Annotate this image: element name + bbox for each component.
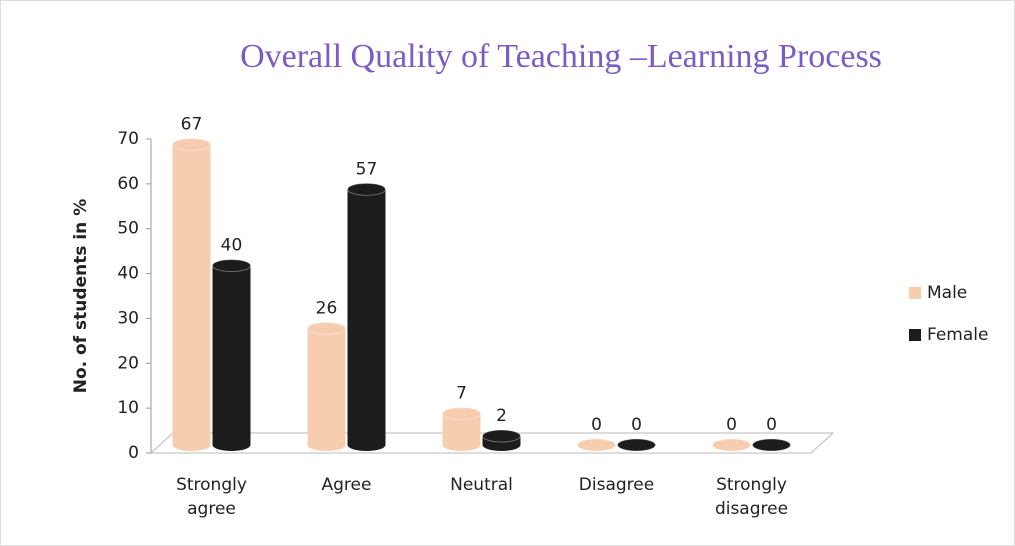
- x-tick-label: Neutral: [450, 475, 513, 495]
- bar: [307, 321, 346, 451]
- x-tick-label: Agree: [321, 475, 372, 495]
- data-label: 0: [631, 415, 642, 435]
- y-tick-label: 60: [117, 174, 139, 194]
- bar: [347, 182, 386, 451]
- y-tick-label: 30: [117, 308, 139, 328]
- y-axis-label: No. of students in %: [71, 199, 91, 393]
- bar: [577, 438, 616, 452]
- bar-top: [617, 438, 656, 452]
- bar: [442, 407, 481, 451]
- bar: [617, 438, 656, 452]
- bar-top: [712, 438, 751, 452]
- x-tick-label: Strongly disagree: [714, 475, 789, 519]
- bar-body: [172, 144, 211, 445]
- bar-top: [212, 259, 251, 273]
- bar: [172, 137, 211, 451]
- bar-top: [347, 182, 386, 196]
- bar-top: [442, 407, 481, 421]
- bar: [712, 438, 751, 452]
- legend-label: Male: [927, 283, 967, 303]
- legend-swatch: [909, 329, 921, 341]
- data-label: 2: [496, 406, 507, 426]
- y-tick-label: 10: [117, 398, 139, 418]
- data-label: 57: [356, 159, 378, 179]
- x-tick-label: Disagree: [578, 475, 655, 495]
- data-label: 0: [726, 415, 737, 435]
- bar-top: [307, 321, 346, 335]
- legend-label: Female: [927, 325, 988, 345]
- data-label: 67: [181, 114, 203, 134]
- y-tick-label: 70: [117, 129, 139, 149]
- bar-body: [307, 328, 346, 445]
- data-label: 0: [766, 415, 777, 435]
- bar-top: [752, 438, 791, 452]
- data-label: 26: [316, 298, 338, 318]
- bar: [752, 438, 791, 452]
- y-tick-label: 0: [128, 443, 139, 463]
- bar: [212, 259, 251, 451]
- data-label: 7: [456, 384, 467, 404]
- bar-top: [172, 137, 211, 151]
- y-tick-label: 40: [117, 264, 139, 284]
- bar: [482, 429, 521, 451]
- chart-title: Overall Quality of Teaching –Learning Pr…: [240, 38, 882, 75]
- data-label: 0: [591, 415, 602, 435]
- y-tick-label: 20: [117, 353, 139, 373]
- bar-body: [347, 189, 386, 445]
- bar-body: [212, 265, 251, 445]
- bar-top: [482, 429, 521, 443]
- x-tick-label: Strongly agree: [176, 475, 247, 519]
- data-label: 40: [221, 236, 243, 256]
- legend-swatch: [909, 287, 921, 299]
- y-tick-label: 50: [117, 219, 139, 239]
- bar-top: [577, 438, 616, 452]
